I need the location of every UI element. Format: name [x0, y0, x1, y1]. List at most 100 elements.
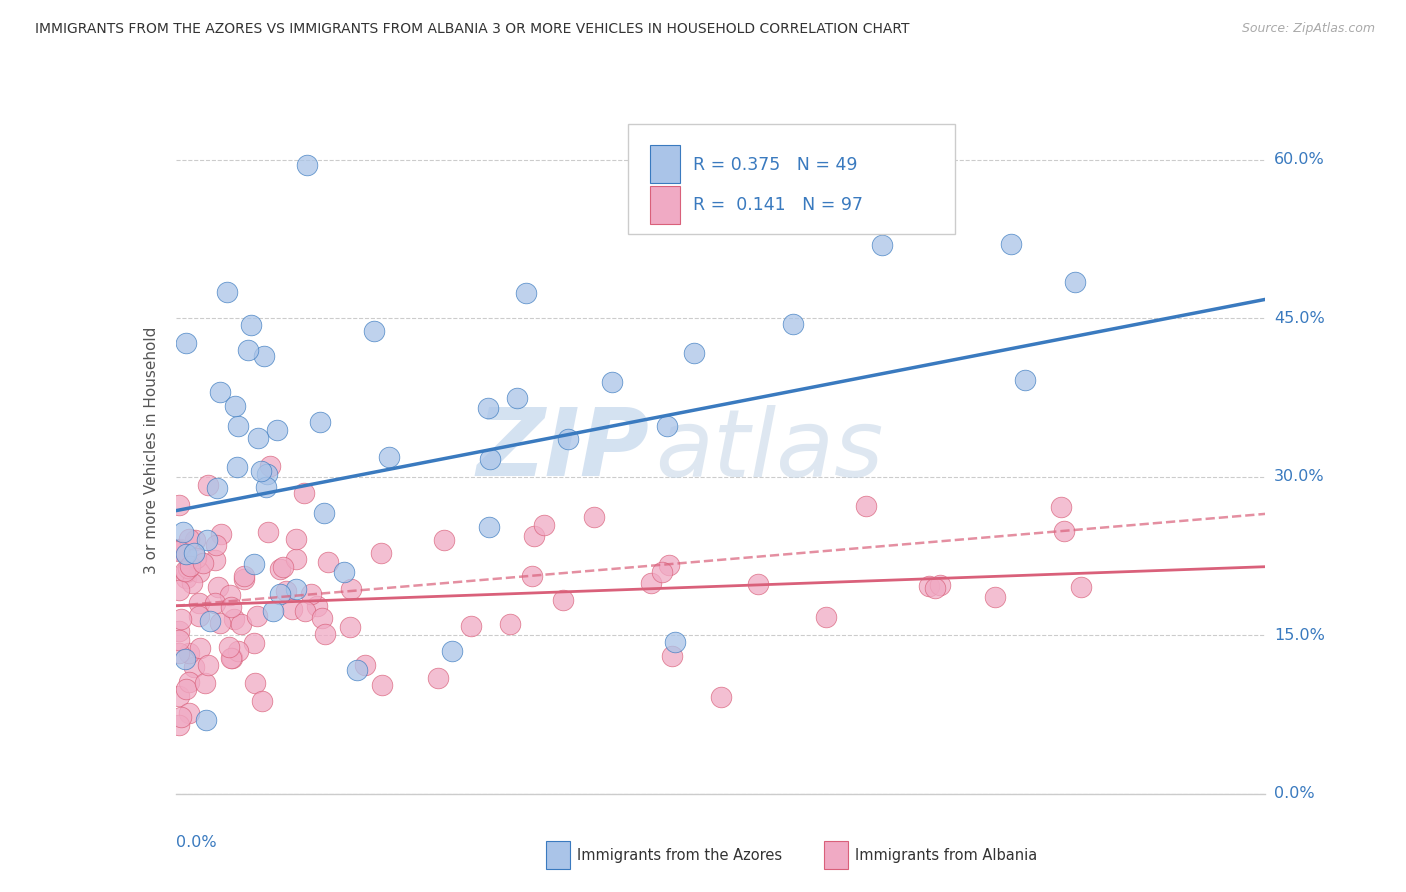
- Point: [284, 532, 307, 546]
- Point: [266, 423, 288, 437]
- Point: [271, 560, 294, 574]
- Point: [657, 558, 679, 572]
- Point: [640, 576, 662, 591]
- Point: [252, 693, 274, 707]
- Point: [346, 663, 368, 677]
- Point: [924, 581, 946, 595]
- Point: [176, 561, 198, 575]
- Point: [339, 620, 361, 634]
- Point: [215, 285, 238, 299]
- Point: [1000, 237, 1022, 252]
- Point: [284, 582, 307, 596]
- Point: [204, 596, 226, 610]
- Point: [655, 419, 678, 434]
- Point: [232, 573, 254, 587]
- Point: [228, 419, 250, 434]
- Point: [187, 596, 209, 610]
- Point: [194, 713, 217, 727]
- Point: [515, 285, 537, 300]
- Point: [194, 676, 217, 690]
- Point: [262, 604, 284, 618]
- Point: [169, 544, 191, 558]
- Point: [169, 633, 191, 648]
- Point: [683, 346, 706, 360]
- Point: [249, 464, 271, 478]
- Text: 15.0%: 15.0%: [1274, 628, 1324, 643]
- Point: [173, 651, 195, 665]
- Point: [499, 617, 522, 632]
- Point: [363, 324, 385, 338]
- Point: [557, 432, 579, 446]
- Text: R =  0.141   N = 97: R = 0.141 N = 97: [693, 196, 863, 214]
- Point: [246, 608, 269, 623]
- Point: [370, 546, 392, 560]
- Point: [551, 592, 574, 607]
- Point: [243, 675, 266, 690]
- FancyBboxPatch shape: [650, 145, 681, 183]
- Point: [661, 649, 683, 664]
- Point: [243, 557, 266, 571]
- Point: [205, 481, 228, 495]
- Point: [198, 614, 221, 628]
- Point: [316, 555, 339, 569]
- Point: [179, 675, 201, 690]
- Point: [269, 587, 291, 601]
- Point: [872, 237, 894, 252]
- Point: [247, 431, 270, 445]
- Point: [169, 624, 191, 639]
- Text: Source: ZipAtlas.com: Source: ZipAtlas.com: [1241, 22, 1375, 36]
- Point: [253, 349, 276, 363]
- Point: [520, 568, 543, 582]
- Point: [180, 575, 202, 590]
- Point: [1050, 500, 1073, 515]
- Point: [522, 529, 544, 543]
- Point: [170, 612, 193, 626]
- Text: Immigrants from Albania: Immigrants from Albania: [855, 847, 1036, 863]
- Point: [179, 558, 201, 573]
- Point: [295, 158, 318, 172]
- Point: [340, 582, 363, 596]
- Point: [238, 343, 260, 357]
- Point: [169, 718, 191, 732]
- Point: [600, 375, 623, 389]
- Point: [233, 568, 256, 582]
- Point: [651, 565, 673, 579]
- Point: [219, 651, 242, 665]
- FancyBboxPatch shape: [628, 124, 955, 234]
- Point: [193, 556, 215, 570]
- Text: R = 0.375   N = 49: R = 0.375 N = 49: [693, 156, 858, 175]
- Point: [222, 612, 245, 626]
- FancyBboxPatch shape: [650, 186, 681, 224]
- Point: [354, 658, 377, 673]
- Point: [169, 498, 191, 512]
- Point: [188, 609, 211, 624]
- Point: [224, 399, 246, 413]
- Point: [377, 450, 399, 464]
- Point: [664, 635, 686, 649]
- Point: [229, 617, 252, 632]
- Point: [174, 571, 197, 585]
- Point: [207, 580, 229, 594]
- Text: 60.0%: 60.0%: [1274, 153, 1324, 168]
- Point: [254, 480, 277, 494]
- Point: [460, 618, 482, 632]
- Point: [918, 579, 941, 593]
- Point: [371, 678, 394, 692]
- Point: [1053, 524, 1076, 538]
- Point: [209, 384, 232, 399]
- Point: [243, 636, 266, 650]
- Point: [183, 546, 205, 560]
- Point: [209, 527, 232, 541]
- Point: [169, 646, 191, 660]
- Point: [218, 588, 240, 602]
- Point: [440, 644, 463, 658]
- Point: [314, 506, 336, 520]
- Point: [314, 626, 336, 640]
- Point: [240, 318, 263, 332]
- Point: [205, 538, 228, 552]
- Point: [299, 587, 322, 601]
- Point: [1070, 580, 1092, 594]
- Point: [174, 547, 197, 561]
- Point: [333, 565, 356, 579]
- Text: 0.0%: 0.0%: [176, 835, 217, 850]
